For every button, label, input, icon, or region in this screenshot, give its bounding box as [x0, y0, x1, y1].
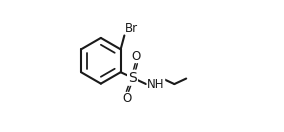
Text: S: S [128, 71, 137, 85]
Text: Br: Br [125, 22, 138, 35]
Text: O: O [123, 93, 132, 105]
Text: NH: NH [147, 78, 165, 91]
Text: O: O [132, 50, 141, 63]
